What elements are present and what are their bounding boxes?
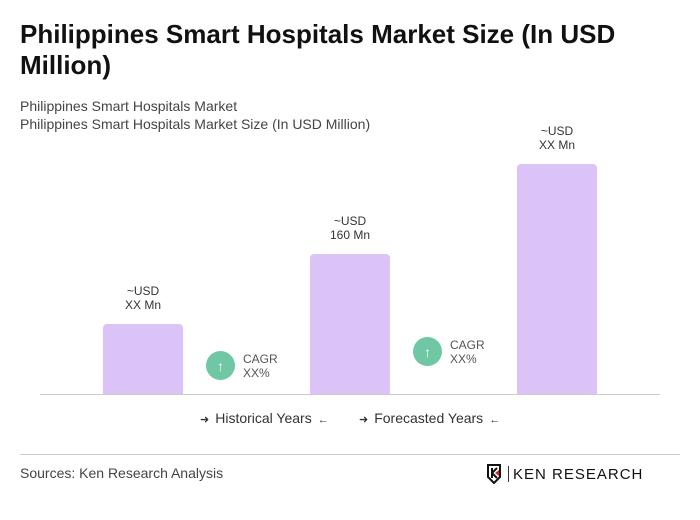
ken-research-logo: KEN RESEARCH xyxy=(486,464,643,484)
bar-1 xyxy=(103,324,183,394)
subtitle: Philippines Smart Hospitals Market xyxy=(20,98,238,114)
bar-3 xyxy=(517,164,597,394)
logo-icon xyxy=(487,464,501,484)
subtitle-2: Philippines Smart Hospitals Market Size … xyxy=(20,116,371,132)
divider xyxy=(20,454,680,455)
legend-forecasted: ➜ Forecasted Years ← xyxy=(359,410,501,426)
bar-label-3: ~USD XX Mn xyxy=(538,124,575,152)
arrow-up-icon: ↑ xyxy=(413,337,442,366)
bar-label-2: ~USD 160 Mn xyxy=(329,214,371,242)
cagr-badge-2: ↑ CAGR XX% xyxy=(413,337,485,366)
bar-label-1: ~USD XX Mn xyxy=(124,284,161,312)
arrow-left-icon: ← xyxy=(317,414,329,426)
x-axis xyxy=(40,394,660,395)
arrow-right-icon: ➜ xyxy=(200,414,210,426)
arrow-right-icon: ➜ xyxy=(359,414,369,426)
source-text: Sources: Ken Research Analysis xyxy=(20,465,224,481)
cagr-badge-1: ↑ CAGR XX% xyxy=(206,351,278,380)
arrow-up-icon: ↑ xyxy=(206,351,235,380)
legend-historical: ➜ Historical Years ← xyxy=(200,410,329,426)
page-title: Philippines Smart Hospitals Market Size … xyxy=(20,19,616,80)
bar-2 xyxy=(310,254,390,394)
arrow-left-icon: ← xyxy=(489,414,501,426)
